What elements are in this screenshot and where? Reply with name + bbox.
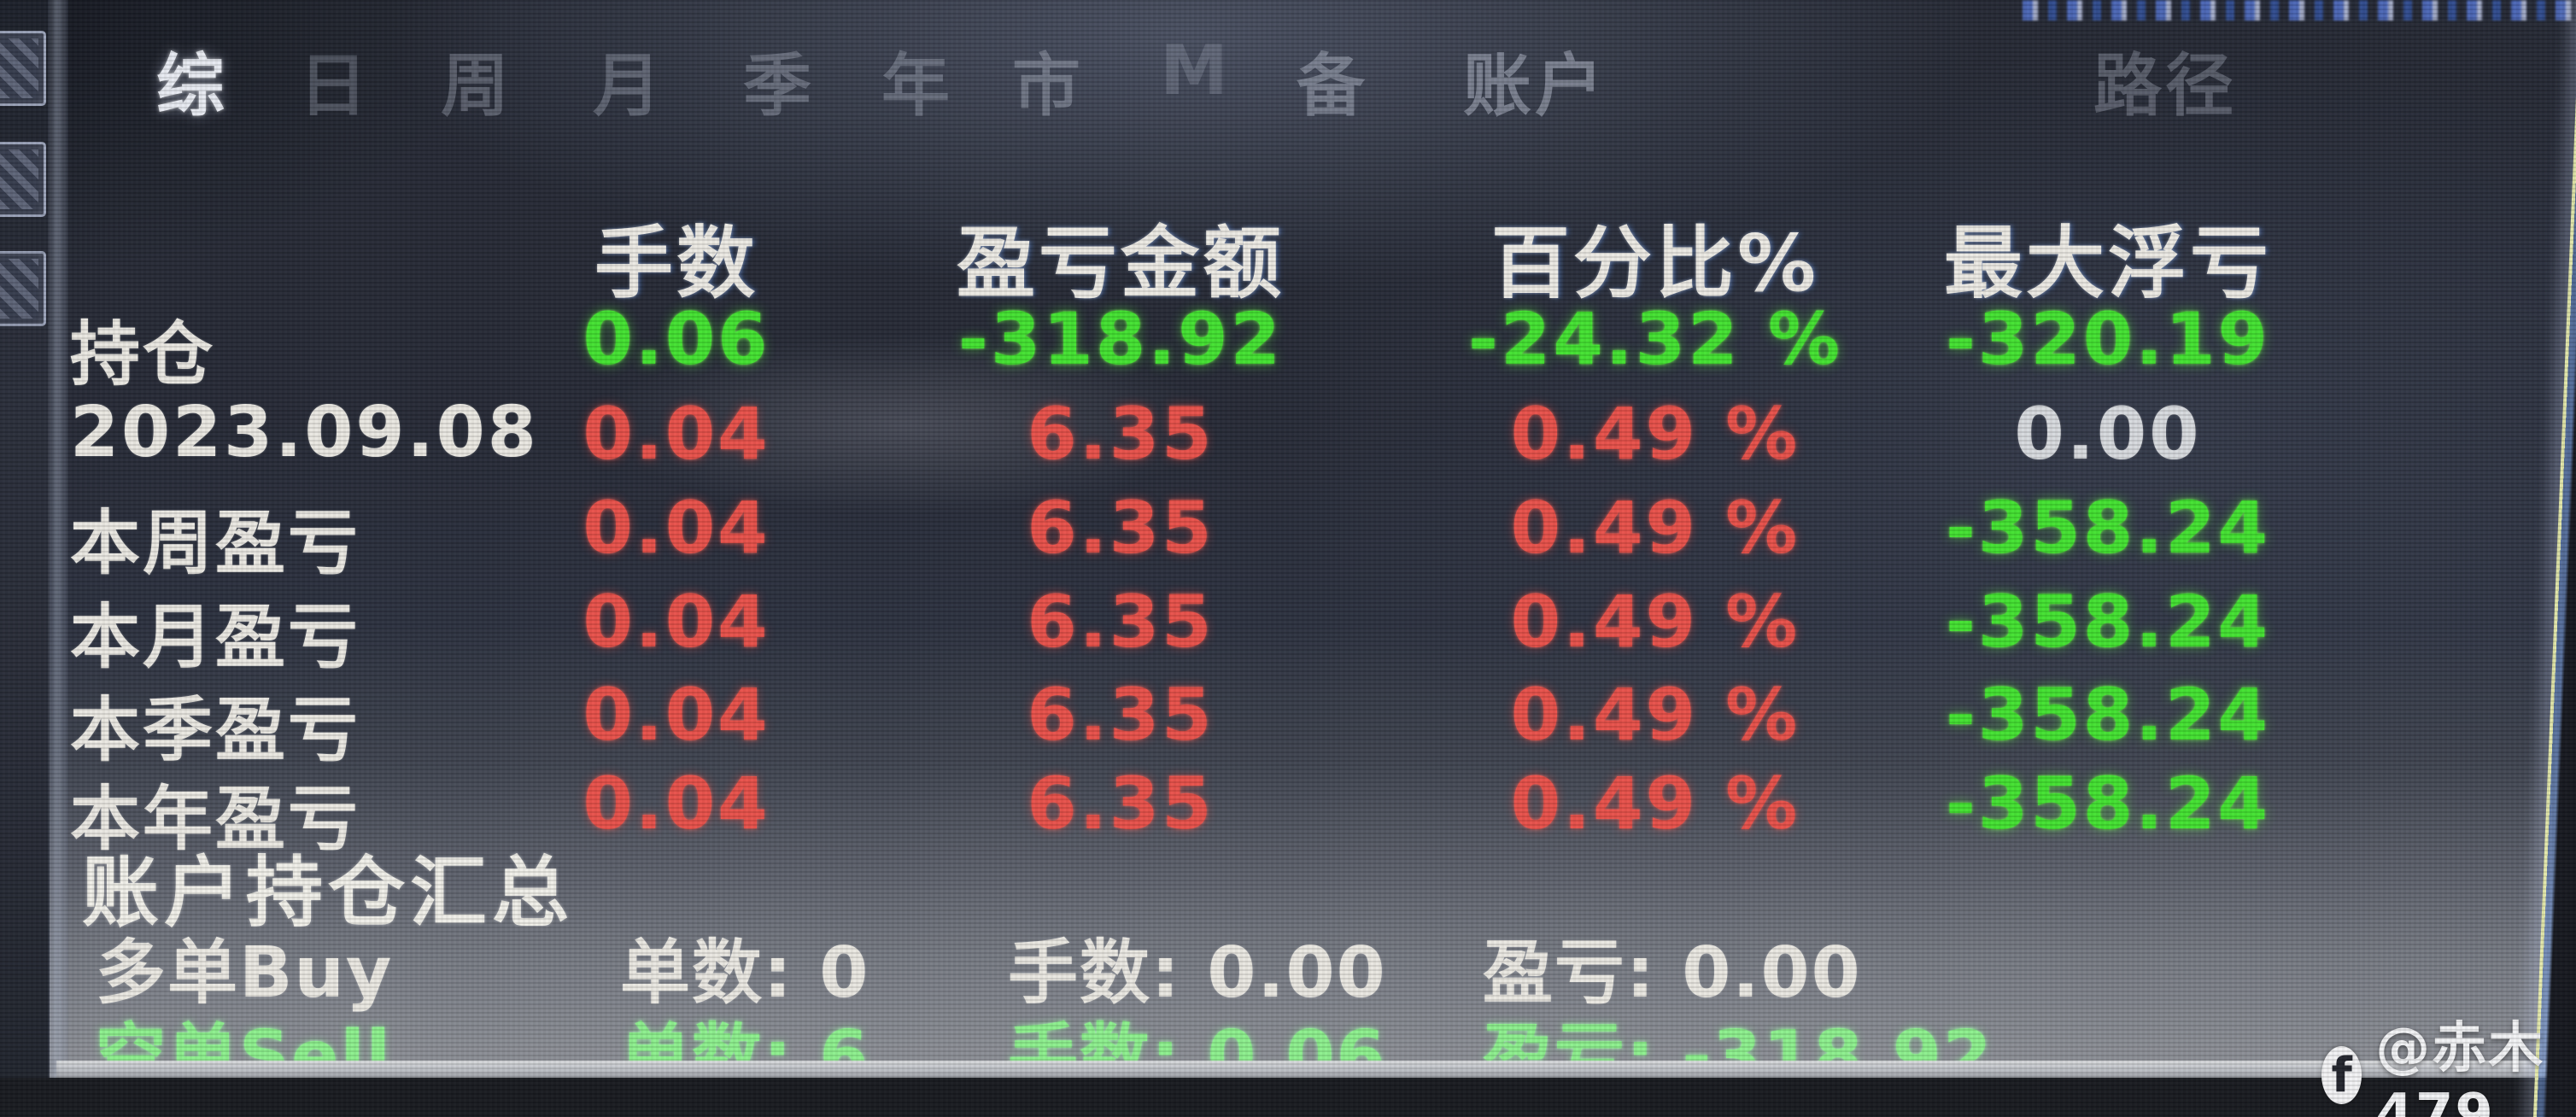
- table-row-year: 本年盈亏 0.04 6.35 0.49 % -358.24: [0, 762, 2576, 860]
- lots-value: 0.06: [583, 297, 770, 381]
- table-row-month: 本月盈亏 0.04 6.35 0.49 % -358.24: [0, 580, 2576, 678]
- menu-item-account[interactable]: 账户: [1463, 46, 1607, 126]
- lots-value: 0.04: [583, 580, 770, 664]
- pnl-value: 6.35: [1027, 392, 1215, 476]
- maxdd-value: -358.24: [1945, 580, 2271, 664]
- menu-item-overview[interactable]: 综: [156, 46, 228, 126]
- menu-item-m[interactable]: M: [1160, 31, 1232, 110]
- toolbar-button-2[interactable]: [0, 142, 46, 217]
- pnl-value: 6.35: [1027, 673, 1215, 757]
- menu-item-year[interactable]: 年: [881, 46, 953, 126]
- pnl-value: -318.92: [957, 297, 1284, 381]
- lots-value: 0.04: [583, 673, 770, 757]
- maxdd-value: -358.24: [1945, 486, 2271, 570]
- percent-value: 0.49 %: [1510, 486, 1800, 570]
- percent-value: 0.49 %: [1510, 762, 1800, 845]
- header-pnl: 盈亏金额: [956, 218, 1285, 309]
- percent-value: 0.49 %: [1510, 580, 1800, 664]
- watermark-handle: @赤木479: [2375, 1017, 2545, 1117]
- row-label: 2023.09.08: [70, 392, 539, 473]
- menu-item-week[interactable]: 周: [441, 46, 512, 126]
- maxdd-value: -358.24: [1945, 673, 2271, 757]
- bottom-bezel: [0, 1078, 2576, 1117]
- pnl-value: 6.35: [1027, 486, 1215, 570]
- buy-label: 多单Buy: [96, 933, 394, 1014]
- row-label: 本年盈亏: [70, 779, 361, 860]
- panel-left-edge: [48, 0, 68, 1095]
- percent-value: 0.49 %: [1510, 673, 1800, 757]
- lots-value: 0.04: [583, 486, 770, 570]
- header-maxdd: 最大浮亏: [1943, 218, 2273, 309]
- cutoff-top-text-fragments: [2023, 0, 2576, 20]
- maxdd-value: -358.24: [1945, 762, 2271, 845]
- table-row-quarter: 本季盈亏 0.04 6.35 0.49 % -358.24: [0, 673, 2576, 771]
- percent-value: -24.32 %: [1468, 297, 1842, 381]
- menu-item-day[interactable]: 日: [299, 46, 371, 126]
- menu-item-path[interactable]: 路径: [2093, 46, 2237, 126]
- menu-item-backup[interactable]: 备: [1297, 46, 1368, 126]
- pnl-value: 6.35: [1027, 580, 1215, 664]
- maxdd-value: -320.19: [1945, 297, 2271, 381]
- percent-value: 0.49 %: [1510, 392, 1800, 476]
- pnl-value: 6.35: [1027, 762, 1215, 845]
- facebook-icon: f: [2321, 1046, 2362, 1104]
- summary-title: 账户持仓汇总: [82, 848, 574, 938]
- buy-orders: 单数: 0: [620, 933, 870, 1014]
- menu-item-market[interactable]: 市: [1012, 46, 1084, 126]
- table-row-week: 本周盈亏 0.04 6.35 0.49 % -358.24: [0, 486, 2576, 584]
- panel-bottom-edge: [56, 1061, 2576, 1079]
- watermark: f @赤木479: [2321, 1004, 2576, 1117]
- buy-lots: 手数: 0.00: [1008, 933, 1387, 1014]
- menu-item-month[interactable]: 月: [593, 46, 664, 126]
- header-lots: 手数: [594, 218, 759, 309]
- toolbar-button-3[interactable]: [0, 251, 46, 326]
- header-percent: 百分比%: [1490, 218, 1820, 309]
- menu-item-quarter[interactable]: 季: [743, 46, 815, 126]
- toolbar-button-1[interactable]: [0, 31, 46, 106]
- row-label: 本季盈亏: [70, 690, 361, 771]
- buy-pnl: 盈亏: 0.00: [1483, 933, 1862, 1014]
- table-row-position: 持仓 0.06 -318.92 -24.32 % -320.19: [0, 297, 2576, 395]
- row-label: 本周盈亏: [70, 503, 361, 584]
- table-row-today: 2023.09.08 0.04 6.35 0.49 % 0.00: [0, 392, 2576, 486]
- row-label: 本月盈亏: [70, 597, 361, 678]
- row-label: 持仓: [70, 314, 216, 395]
- lots-value: 0.04: [583, 762, 770, 845]
- maxdd-value: 0.00: [2014, 392, 2202, 476]
- lots-value: 0.04: [583, 392, 770, 476]
